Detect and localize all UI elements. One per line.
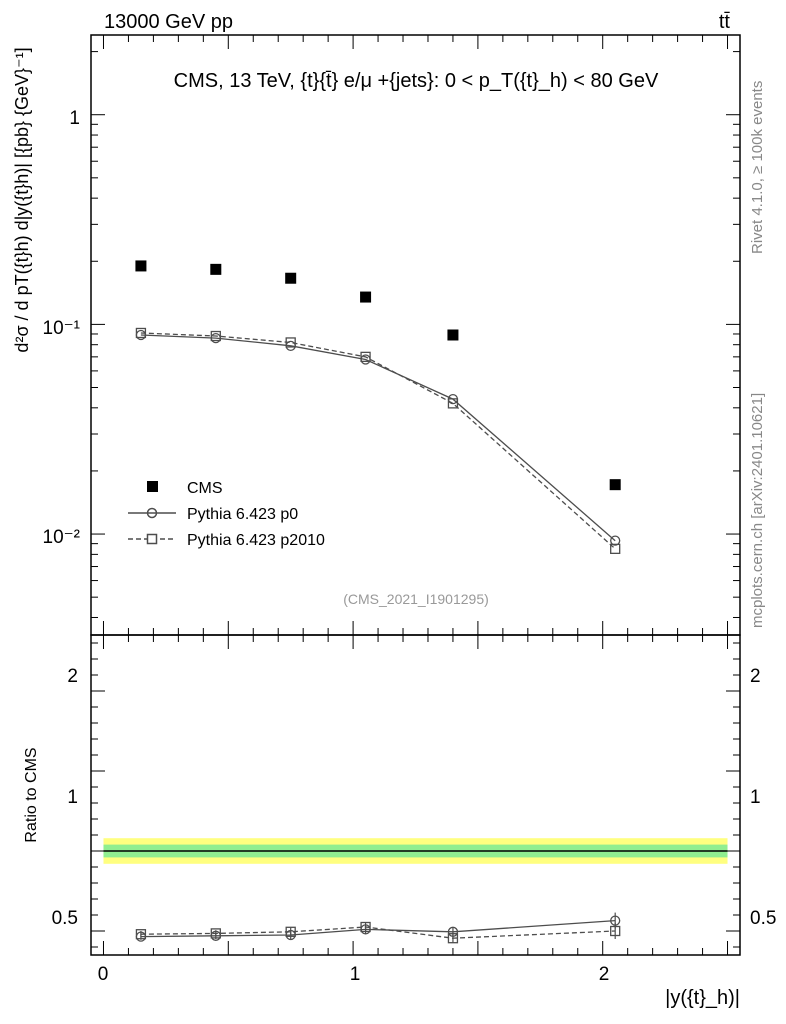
p0-point	[610, 535, 621, 546]
ratio-panel: 2 1 0.5 2 1 0.5 Ratio to CMS 0 1 2 |y({t…	[23, 634, 776, 1009]
ratio-data-marks	[135, 912, 621, 944]
x-tick-label-0: 0	[98, 964, 109, 985]
legend-p2010-label: Pythia 6.423 p2010	[187, 532, 325, 549]
mcplots-label: mcplots.cern.ch [arXiv:2401.10621]	[749, 393, 766, 628]
main-axis-ticks	[91, 35, 740, 635]
p2010-point	[447, 398, 459, 409]
x-tick-label-1: 1	[350, 964, 361, 985]
cms-point	[210, 263, 222, 275]
ratio-p0-point	[610, 915, 621, 926]
legend-cms-label: CMS	[187, 480, 223, 497]
ratio-p0-point	[447, 926, 459, 937]
energy-label: 13000 GeV pp	[104, 11, 233, 33]
cms-point	[360, 291, 372, 303]
legend-cms-marker	[147, 481, 158, 492]
cms-point	[447, 329, 459, 341]
y-tick-label-1: 1	[69, 108, 80, 129]
ratio-y-axis-label: Ratio to CMS	[23, 747, 40, 842]
ratio-p0-point	[210, 930, 221, 941]
ratio-uncertainty-band	[103, 838, 728, 864]
main-panel: CMS, 13 TeV, {t}{t̄} e/μ +{jets}: 0 < p_…	[12, 34, 741, 636]
p0-point	[285, 340, 296, 351]
ratio-y-tick-label-1-right: 1	[750, 787, 761, 808]
ratio-y-tick-label-2-left: 2	[67, 666, 78, 687]
p2010-point	[360, 351, 371, 363]
p0-point	[210, 332, 221, 344]
main-data-marks	[135, 260, 621, 554]
ratio-p0-point	[135, 931, 147, 942]
legend-p0-label: Pythia 6.423 p0	[187, 506, 298, 523]
p0-point	[360, 354, 371, 365]
cms-point	[285, 272, 297, 284]
legend-p2010-marker	[146, 533, 158, 545]
rivet-version-label: Rivet 4.1.0, ≥ 100k events	[749, 81, 766, 254]
ratio-plot-frame	[90, 634, 741, 956]
legend-p0-marker	[146, 507, 158, 519]
analysis-watermark: (CMS_2021_I1901295)	[343, 591, 489, 607]
ratio-y-tick-label-0.5-left: 0.5	[52, 908, 78, 929]
y-axis-label: d²σ / d pT({t}h) d|y({t}h)| [{pb} {GeV}⁻…	[12, 47, 32, 352]
ratio-p2010-point	[610, 925, 621, 937]
x-tick-label-2: 2	[599, 964, 610, 985]
p0-series-line	[140, 334, 616, 542]
ratio-axis-ticks	[91, 635, 740, 955]
p0-point	[135, 329, 147, 341]
y-tick-label-0.1: 10⁻¹	[43, 318, 81, 339]
ratio-p2010-line	[140, 926, 616, 939]
ratio-y-tick-label-2-right: 2	[750, 666, 761, 687]
ratio-p2010-point	[285, 926, 296, 937]
x-axis-label: |y({t}_h)|	[665, 987, 740, 1009]
ratio-p0-point	[360, 924, 371, 935]
ratio-y-tick-label-0.5-right: 0.5	[750, 908, 776, 929]
legend: CMS Pythia 6.423 p0 Pythia 6.423 p2010	[128, 480, 325, 549]
cms-point	[135, 260, 147, 272]
ratio-p2010-point	[447, 933, 459, 944]
chart-title: CMS, 13 TeV, {t}{t̄} e/μ +{jets}: 0 < p_…	[174, 70, 659, 92]
p0-point	[447, 393, 459, 405]
y-tick-label-0.01: 10⁻²	[43, 527, 81, 548]
p2010-point	[285, 337, 296, 348]
process-label: tt̄	[719, 11, 731, 33]
ratio-p0-line	[140, 919, 616, 938]
p2010-point	[610, 543, 621, 554]
ratio-y-tick-label-1-left: 1	[67, 787, 78, 808]
cms-point	[609, 479, 621, 491]
ratio-p0-point	[285, 929, 296, 941]
p2010-series-line	[140, 332, 616, 550]
